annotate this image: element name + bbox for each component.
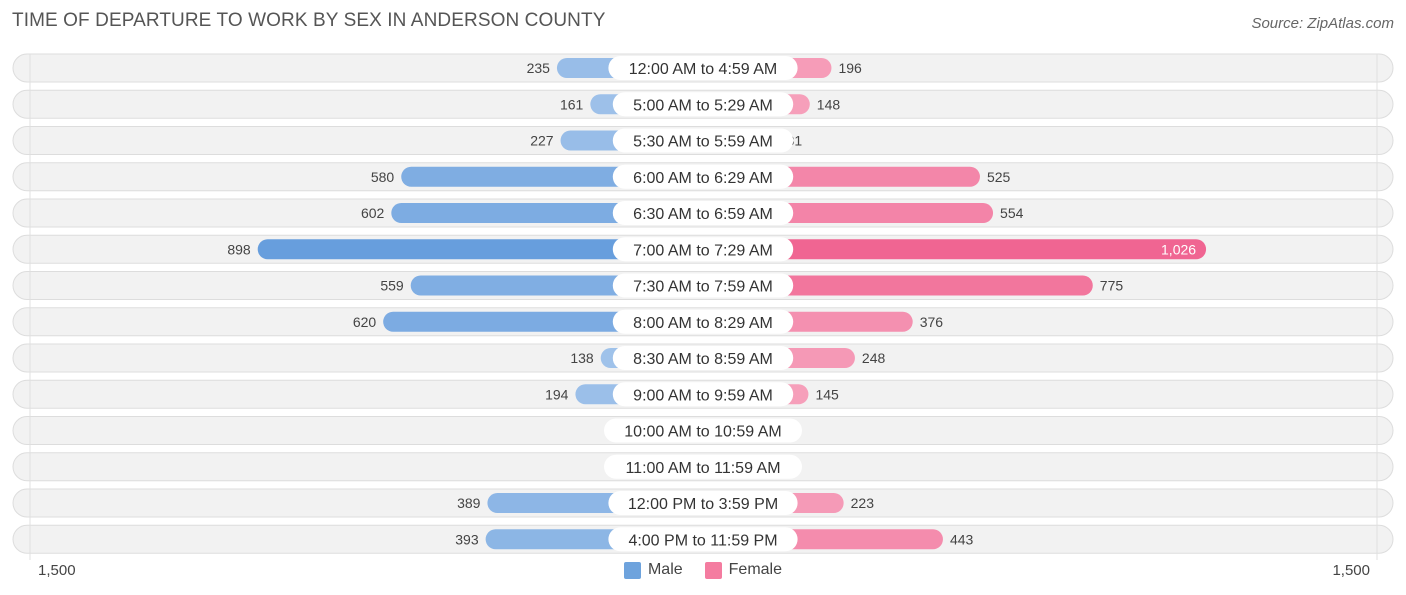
chart-plot: 235 196 12:00 AM to 4:59 AM 161 148 5:00 AM t… — [12, 53, 1394, 560]
legend: Male Female — [0, 561, 1406, 579]
axis-label-left: 1,500 — [38, 562, 76, 579]
category-label: 6:30 AM to 6:59 AM — [633, 206, 773, 223]
category-label: 7:00 AM to 7:29 AM — [633, 242, 773, 259]
male-value-label: 227 — [530, 133, 554, 149]
legend-swatch-male — [623, 561, 641, 579]
male-value-label: 602 — [361, 205, 385, 221]
category-label: 6:00 AM to 6:29 AM — [633, 170, 773, 187]
category-pill — [608, 491, 798, 515]
female-bar — [703, 239, 1207, 260]
male-value-label: 559 — [380, 278, 404, 294]
legend-swatch-female — [704, 561, 722, 579]
female-value-label: 145 — [815, 386, 839, 402]
category-label: 12:00 PM to 3:59 PM — [628, 496, 778, 513]
category-label: 5:00 AM to 5:29 AM — [633, 97, 773, 114]
female-value-label: 443 — [950, 531, 974, 547]
category-pill — [608, 56, 798, 80]
male-value-label: 194 — [545, 386, 569, 402]
male-bar — [257, 239, 703, 260]
female-value-label: 775 — [1100, 278, 1124, 294]
category-pill — [612, 237, 794, 262]
category-label: 11:00 AM to 11:59 AM — [625, 460, 780, 477]
male-value-label: 580 — [371, 169, 395, 185]
female-bar — [703, 275, 1093, 296]
legend-label-male: Male — [647, 561, 683, 578]
category-label: 5:30 AM to 5:59 AM — [633, 134, 773, 151]
category-pill — [604, 454, 802, 479]
category-label: 12:00 AM to 4:59 AM — [629, 61, 778, 78]
category-pill — [612, 164, 794, 189]
female-value-label: 376 — [920, 314, 944, 330]
female-value-label: 223 — [851, 495, 875, 511]
female-value-label: 148 — [817, 96, 841, 112]
category-label: 7:30 AM to 7:59 AM — [633, 279, 773, 296]
source-note: Source: ZipAtlas.com — [1251, 15, 1394, 32]
female-value-label: 248 — [862, 350, 886, 366]
female-value-label: 1,026 — [1161, 241, 1196, 257]
axis-label-right: 1,500 — [1332, 562, 1370, 579]
male-value-label: 393 — [455, 531, 479, 547]
male-value-label: 161 — [560, 96, 584, 112]
male-value-label: 620 — [353, 314, 377, 330]
category-label: 8:00 AM to 8:29 AM — [633, 315, 773, 332]
category-label: 4:00 PM to 11:59 PM — [628, 532, 777, 549]
category-pill — [612, 128, 794, 153]
female-value-label: 554 — [1000, 205, 1024, 221]
chart-title: TIME OF DEPARTURE TO WORK BY SEX IN ANDE… — [12, 10, 606, 31]
female-value-label: 525 — [987, 169, 1011, 185]
category-pill — [612, 92, 794, 117]
male-value-label: 898 — [227, 241, 251, 257]
category-label: 9:00 AM to 9:59 AM — [633, 387, 773, 404]
category-pill — [608, 527, 798, 552]
category-pill — [612, 382, 794, 407]
category-label: 10:00 AM to 10:59 AM — [624, 424, 781, 441]
category-pill — [612, 309, 794, 334]
category-pill — [612, 201, 794, 225]
male-value-label: 389 — [457, 495, 481, 511]
male-value-label: 138 — [570, 350, 594, 366]
legend-label-female: Female — [728, 561, 783, 578]
category-pill — [612, 346, 794, 370]
legend-item-female: Female — [704, 561, 783, 579]
legend-item-male: Male — [623, 561, 683, 579]
category-label: 8:30 AM to 8:59 AM — [633, 351, 773, 368]
category-pill — [612, 273, 794, 298]
male-value-label: 235 — [527, 60, 551, 76]
category-pill — [604, 418, 802, 443]
female-value-label: 196 — [838, 60, 862, 76]
